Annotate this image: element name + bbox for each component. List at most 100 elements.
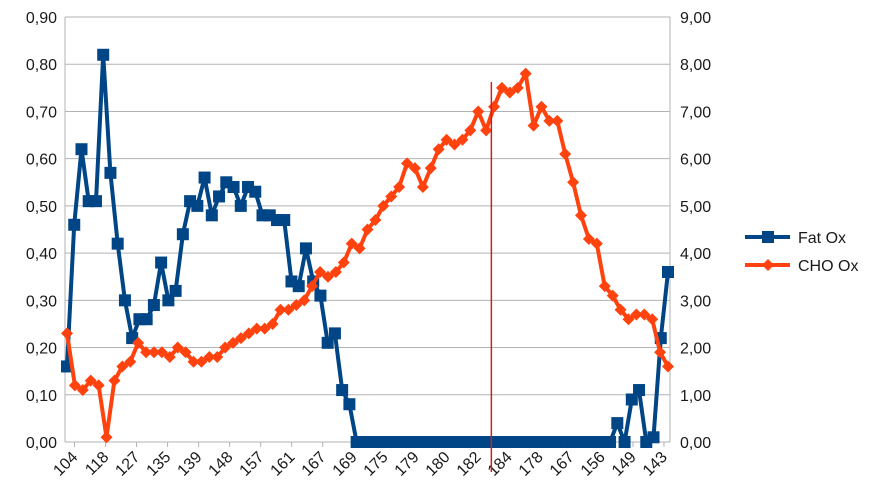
y-left-tick-label: 0,20 (26, 341, 57, 358)
data-point (321, 336, 334, 349)
data-point (234, 332, 247, 345)
data-point (401, 157, 414, 170)
data-point (361, 223, 374, 236)
data-point (211, 351, 224, 363)
data-point (353, 242, 366, 255)
data-point (662, 360, 674, 373)
x-tick-label: 161 (268, 449, 299, 480)
data-point (535, 100, 548, 113)
legend-marker (762, 231, 774, 243)
data-point (551, 114, 564, 127)
data-point (147, 346, 160, 359)
data-point (440, 133, 453, 146)
data-point (249, 185, 262, 198)
data-point (575, 209, 588, 222)
x-tick-label: 104 (50, 449, 81, 480)
data-point (432, 143, 445, 156)
data-point (282, 303, 295, 316)
data-point (89, 195, 102, 208)
data-point (543, 114, 556, 127)
data-point (503, 86, 516, 99)
data-point (611, 417, 624, 430)
data-point (630, 308, 643, 321)
data-point (92, 379, 105, 392)
data-point (292, 280, 305, 293)
y-right-tick-label: 6,00 (680, 152, 711, 169)
x-tick-label: 178 (516, 449, 547, 480)
data-point (488, 100, 501, 113)
y-right-tick-label: 2,00 (680, 341, 711, 358)
data-point (100, 431, 113, 444)
data-point (604, 436, 617, 448)
data-point (171, 341, 184, 354)
data-point (191, 199, 204, 212)
data-point (213, 190, 226, 203)
data-point (385, 190, 398, 203)
series-group (61, 48, 674, 448)
data-point (205, 209, 218, 222)
data-point (337, 256, 350, 269)
data-point (195, 355, 208, 368)
data-point (519, 67, 532, 80)
data-point (314, 266, 327, 278)
data-point (162, 294, 175, 307)
data-point (219, 341, 232, 354)
data-point (633, 384, 646, 397)
data-point (464, 124, 477, 137)
data-point (511, 81, 524, 94)
data-point (124, 355, 137, 368)
data-point (328, 327, 341, 340)
x-tick-label: 118 (82, 449, 112, 479)
data-point (258, 322, 271, 335)
data-point (198, 171, 211, 184)
data-point (662, 266, 674, 278)
data-point (456, 133, 469, 146)
y-left-tick-label: 0,00 (26, 435, 57, 452)
series-1 (61, 67, 674, 444)
y-left-tick-label: 0,60 (26, 152, 57, 169)
x-tick-label: 139 (175, 449, 206, 480)
data-point (84, 374, 97, 387)
y-right-tick-label: 3,00 (680, 293, 711, 310)
legend-label: Fat Ox (798, 230, 846, 247)
data-point (234, 199, 247, 212)
data-point (104, 166, 117, 179)
data-point (598, 280, 611, 293)
y-right-tick-label: 5,00 (680, 199, 711, 216)
data-point (345, 237, 358, 250)
x-tick-label: 169 (330, 449, 361, 480)
x-tick-label: 143 (640, 449, 671, 480)
data-point (140, 346, 153, 359)
x-tick-label: 149 (609, 449, 640, 480)
data-point (408, 162, 421, 175)
data-point (227, 181, 240, 193)
y-right-tick-label: 7,00 (680, 104, 711, 121)
data-point (155, 346, 168, 359)
data-point (299, 242, 312, 255)
x-tick-label: 167 (299, 449, 330, 480)
y-right-tick-label: 8,00 (680, 57, 711, 74)
y-left-tick-label: 0,10 (26, 388, 57, 405)
data-point (176, 228, 189, 241)
data-point (393, 181, 406, 193)
data-point (126, 332, 139, 345)
data-point (567, 176, 580, 189)
y-left-tick-label: 0,40 (26, 246, 57, 263)
data-point (654, 346, 667, 359)
data-point (336, 384, 349, 397)
data-point (625, 393, 638, 406)
data-point (250, 322, 263, 335)
data-point (559, 147, 572, 160)
data-point (97, 48, 110, 61)
x-tick-label: 156 (578, 449, 609, 480)
data-point (590, 237, 603, 250)
data-point (495, 81, 508, 94)
data-point (68, 379, 81, 392)
legend-item-0: Fat Ox (745, 230, 846, 247)
data-point (369, 214, 382, 227)
x-tick-label: 167 (547, 449, 578, 480)
data-point (111, 237, 124, 250)
data-point (298, 294, 311, 307)
x-tick-label: 157 (237, 449, 268, 480)
